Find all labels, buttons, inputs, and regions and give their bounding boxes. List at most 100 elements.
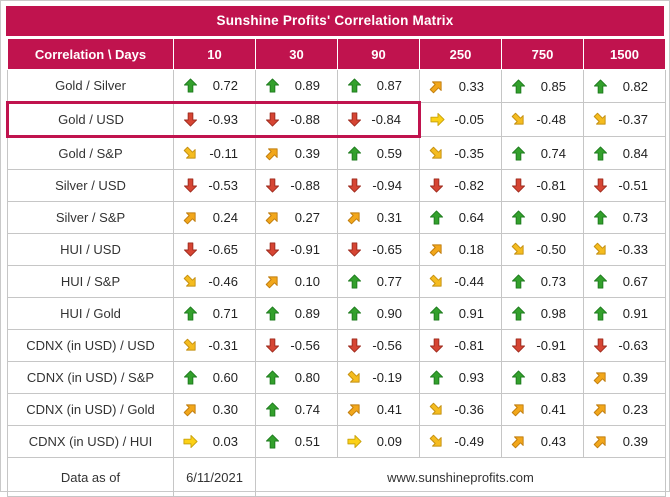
pair-label: CDNX (in USD) / USD <box>7 329 174 362</box>
correlation-cell: 0.91 <box>583 297 666 330</box>
arrow-diag-up-icon <box>511 402 526 417</box>
correlation-value: 0.33 <box>458 78 484 94</box>
correlation-cell: -0.37 <box>583 102 666 137</box>
day-column-header: 90 <box>337 38 420 70</box>
table-row: CDNX (in USD) / USD -0.31 -0.56 -0.56 -0.81 -… <box>7 329 666 362</box>
correlation-cell: -0.81 <box>501 169 584 202</box>
correlation-value: 0.90 <box>376 306 402 321</box>
correlation-cell: 0.39 <box>255 136 338 170</box>
arrow-diag-down-icon <box>511 112 526 127</box>
arrow-diag-down-icon <box>511 242 526 257</box>
table-row: Silver / S&P 0.24 0.27 0.31 0.64 0.90 0.73 <box>7 201 666 234</box>
correlation-value: 0.74 <box>540 145 566 161</box>
arrow-up-icon <box>183 78 198 93</box>
correlation-cell: 0.73 <box>501 265 584 298</box>
correlation-value: 0.24 <box>212 210 238 225</box>
correlation-cell: 0.10 <box>255 265 338 298</box>
correlation-cell: -0.81 <box>419 329 502 362</box>
correlation-cell: -0.35 <box>419 136 502 170</box>
arrow-diag-up-icon <box>593 370 608 385</box>
table-row-highlighted: Gold / USD -0.93 -0.88 -0.84 -0.05 -0.48 -0.37 <box>6 101 666 138</box>
correlation-cell: 0.39 <box>583 425 666 458</box>
pair-label: HUI / Gold <box>7 297 174 330</box>
arrow-up-icon <box>265 370 280 385</box>
correlation-cell: 0.41 <box>501 393 584 426</box>
correlation-value: -0.37 <box>618 112 648 127</box>
correlation-value: 0.39 <box>622 434 648 449</box>
correlation-cell: 0.59 <box>337 136 420 170</box>
table-row: HUI / Gold 0.71 0.89 0.90 0.91 0.98 0.91 <box>7 297 666 330</box>
footer-label: Data as of <box>7 457 174 497</box>
arrow-down-icon <box>429 338 444 353</box>
correlation-value: 0.72 <box>212 78 238 93</box>
arrow-diag-down-icon <box>429 434 444 449</box>
arrow-up-icon <box>429 210 444 225</box>
correlation-value: 0.64 <box>458 210 484 225</box>
pair-label: CDNX (in USD) / Gold <box>7 393 174 426</box>
arrow-diag-up-icon <box>183 402 198 417</box>
correlation-cell: -0.65 <box>337 233 420 266</box>
correlation-cell: -0.53 <box>173 169 256 202</box>
corner-header: Correlation \ Days <box>7 38 174 70</box>
correlation-value: 0.31 <box>376 210 402 225</box>
correlation-value: 0.77 <box>376 274 402 289</box>
correlation-table: Correlation \ Days 10 30 90 250 750 1500 Gold… <box>6 38 666 497</box>
arrow-down-icon <box>511 338 526 353</box>
correlation-value: -0.53 <box>208 178 238 193</box>
correlation-value: 0.41 <box>540 402 566 417</box>
arrow-up-icon <box>593 145 608 161</box>
correlation-value: 0.87 <box>376 78 402 93</box>
day-column-header: 250 <box>419 38 502 70</box>
correlation-cell: -0.11 <box>173 136 256 170</box>
correlation-cell: 0.33 <box>419 69 502 103</box>
correlation-cell: -0.65 <box>173 233 256 266</box>
correlation-cell: 0.93 <box>419 361 502 394</box>
correlation-cell: 0.73 <box>583 201 666 234</box>
correlation-value: 0.91 <box>458 306 484 321</box>
correlation-cell: -0.91 <box>501 329 584 362</box>
arrow-diag-down-icon <box>429 274 444 289</box>
correlation-value: 0.60 <box>212 370 238 385</box>
correlation-cell: -0.48 <box>501 102 584 137</box>
correlation-value: 0.39 <box>294 146 320 161</box>
correlation-cell: 0.67 <box>583 265 666 298</box>
footer-row: Data as of 6/11/2021 www.sunshineprofits… <box>7 457 666 497</box>
correlation-value: -0.91 <box>536 338 566 353</box>
correlation-cell: -0.36 <box>419 393 502 426</box>
arrow-up-icon <box>347 274 362 289</box>
correlation-value: -0.81 <box>454 338 484 353</box>
correlation-cell: 0.27 <box>255 201 338 234</box>
correlation-cell: 0.51 <box>255 425 338 458</box>
pair-label: CDNX (in USD) / S&P <box>7 361 174 394</box>
correlation-cell: 0.31 <box>337 201 420 234</box>
correlation-cell: -0.91 <box>255 233 338 266</box>
table-row: CDNX (in USD) / Gold 0.30 0.74 0.41 -0.36 0.4… <box>7 393 666 426</box>
correlation-value: 0.85 <box>540 78 566 94</box>
arrow-down-icon <box>183 178 198 193</box>
arrow-down-icon <box>265 112 280 127</box>
correlation-value: -0.46 <box>208 274 238 289</box>
correlation-cell: 0.91 <box>419 297 502 330</box>
correlation-value: -0.88 <box>290 112 320 127</box>
correlation-value: 0.84 <box>622 145 648 161</box>
correlation-cell: -0.88 <box>255 169 338 202</box>
correlation-cell: -0.46 <box>173 265 256 298</box>
arrow-up-icon <box>183 370 198 385</box>
correlation-cell: -0.50 <box>501 233 584 266</box>
pair-label: CDNX (in USD) / HUI <box>7 425 174 458</box>
arrow-diag-up-icon <box>511 434 526 449</box>
arrow-down-icon <box>183 112 198 127</box>
correlation-value: -0.91 <box>290 242 320 257</box>
arrow-diag-up-icon <box>593 434 608 449</box>
arrow-up-icon <box>511 370 526 385</box>
arrow-diag-down-icon <box>429 402 444 417</box>
arrow-down-icon <box>265 178 280 193</box>
correlation-cell: 0.74 <box>501 136 584 170</box>
pair-label: Gold / Silver <box>7 69 174 103</box>
correlation-cell: 0.18 <box>419 233 502 266</box>
correlation-cell: 0.24 <box>173 201 256 234</box>
arrow-up-icon <box>593 274 608 289</box>
table-row: CDNX (in USD) / S&P 0.60 0.80 -0.19 0.93 0.83… <box>7 361 666 394</box>
arrow-up-icon <box>265 78 280 93</box>
